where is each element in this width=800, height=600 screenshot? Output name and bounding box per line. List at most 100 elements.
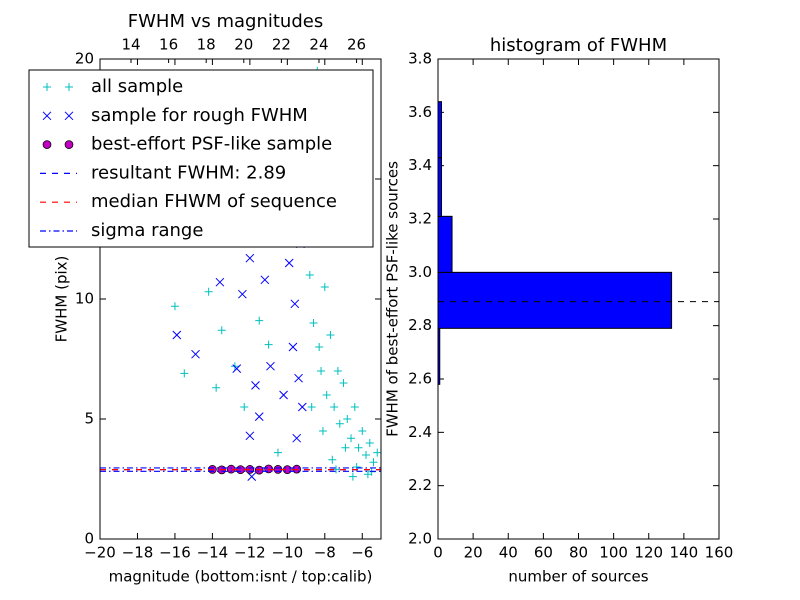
x-tick-label: 20	[464, 544, 483, 562]
point	[212, 383, 221, 392]
legend-label: all sample	[91, 76, 183, 97]
point	[260, 275, 270, 285]
x-tick-label: −16	[159, 544, 191, 562]
point	[339, 379, 348, 387]
point	[215, 277, 225, 287]
point	[294, 373, 303, 383]
x2-tick-label: 22	[272, 36, 291, 54]
x-tick-label: 80	[569, 544, 588, 562]
point	[297, 402, 307, 412]
point	[191, 349, 200, 359]
point	[328, 455, 337, 464]
axes-frame	[99, 58, 382, 540]
x-tick-label: −18	[122, 544, 154, 562]
point	[180, 369, 189, 378]
x-tick-label: −6	[351, 544, 373, 562]
y-tick-label: 2.0	[408, 530, 432, 548]
y-tick-label: 3.2	[408, 210, 432, 228]
point	[172, 330, 182, 340]
legend-box	[28, 69, 374, 248]
point	[343, 415, 352, 423]
bar	[437, 101, 443, 159]
point	[284, 258, 294, 268]
y-tick-label: 3.8	[408, 50, 432, 68]
point	[373, 448, 381, 457]
legend-marker	[65, 83, 73, 91]
y-tick-label: 2.6	[408, 370, 432, 388]
x-tick-label: −20	[84, 544, 116, 562]
point	[217, 326, 226, 335]
point	[322, 391, 331, 399]
point	[326, 331, 335, 339]
legend-marker	[64, 140, 74, 149]
x2-tick-label: 14	[121, 36, 140, 54]
point	[245, 253, 255, 263]
point	[307, 403, 316, 411]
y-tick-label: 3.4	[408, 156, 432, 174]
point	[333, 367, 342, 375]
x-axis-label: number of sources	[508, 568, 648, 586]
point	[347, 434, 356, 443]
point	[247, 472, 257, 481]
point	[288, 342, 298, 352]
point	[348, 472, 357, 481]
axes-frame	[437, 58, 720, 540]
point	[354, 443, 363, 452]
x2-tick-label: 16	[159, 36, 178, 54]
point	[362, 451, 371, 459]
point	[309, 319, 318, 327]
point	[341, 443, 350, 452]
chart-title: FWHM vs magnitudes	[128, 11, 323, 32]
x-tick-label: −8	[314, 544, 336, 562]
y-tick-label: 0	[84, 530, 94, 548]
y-tick-label: 2.2	[408, 476, 432, 494]
x-tick-label: −12	[234, 544, 266, 562]
point	[170, 302, 179, 311]
point	[232, 364, 242, 373]
bar	[437, 157, 443, 217]
y-axis-label: FWHM of best-effort PSF-like sources	[384, 161, 402, 437]
y-tick-label: 10	[75, 290, 94, 308]
legend-label: median FHWM of sequence	[91, 191, 337, 212]
point	[266, 361, 275, 371]
point	[365, 439, 374, 447]
point	[279, 390, 288, 400]
legend: all sample sample for rough FWHM best-effo…	[28, 69, 374, 248]
point	[255, 316, 264, 325]
legend-label: sample for rough FWHM	[91, 105, 308, 126]
point	[320, 283, 329, 291]
point	[245, 431, 255, 441]
legend-label: sigma range	[91, 220, 203, 241]
x2-tick-label: 18	[197, 36, 216, 54]
point	[273, 448, 282, 457]
x2-tick-label: 24	[309, 36, 328, 54]
legend-marker	[42, 111, 52, 121]
point	[254, 412, 264, 421]
point	[335, 419, 344, 428]
point	[238, 289, 247, 299]
y-tick-label: 20	[75, 50, 94, 68]
x-axis-label: magnitude (bottom:isnt / top:calib)	[109, 568, 373, 586]
x-tick-label: 40	[499, 544, 518, 562]
legend-label: resultant FWHM: 2.89	[91, 162, 286, 183]
x-tick-label: −10	[272, 544, 304, 562]
point	[315, 343, 324, 351]
y-tick-label: 2.8	[408, 316, 432, 334]
point	[330, 403, 339, 411]
x2-tick-label: 26	[347, 36, 366, 54]
y-tick-label: 5	[84, 410, 94, 428]
bar	[437, 215, 453, 273]
point	[305, 271, 314, 279]
legend-marker	[43, 83, 51, 91]
x-tick-label: 140	[670, 544, 699, 562]
bar	[437, 271, 673, 329]
y-tick-label: 3.0	[408, 263, 432, 281]
point	[318, 427, 327, 435]
y-axis-label: FWHM (pix)	[53, 256, 71, 343]
legend-marker	[64, 111, 74, 121]
x2-tick-label: 20	[234, 36, 253, 54]
point	[358, 427, 367, 435]
point	[264, 340, 273, 349]
legend-label: best-effort PSF-like sample	[91, 134, 332, 155]
